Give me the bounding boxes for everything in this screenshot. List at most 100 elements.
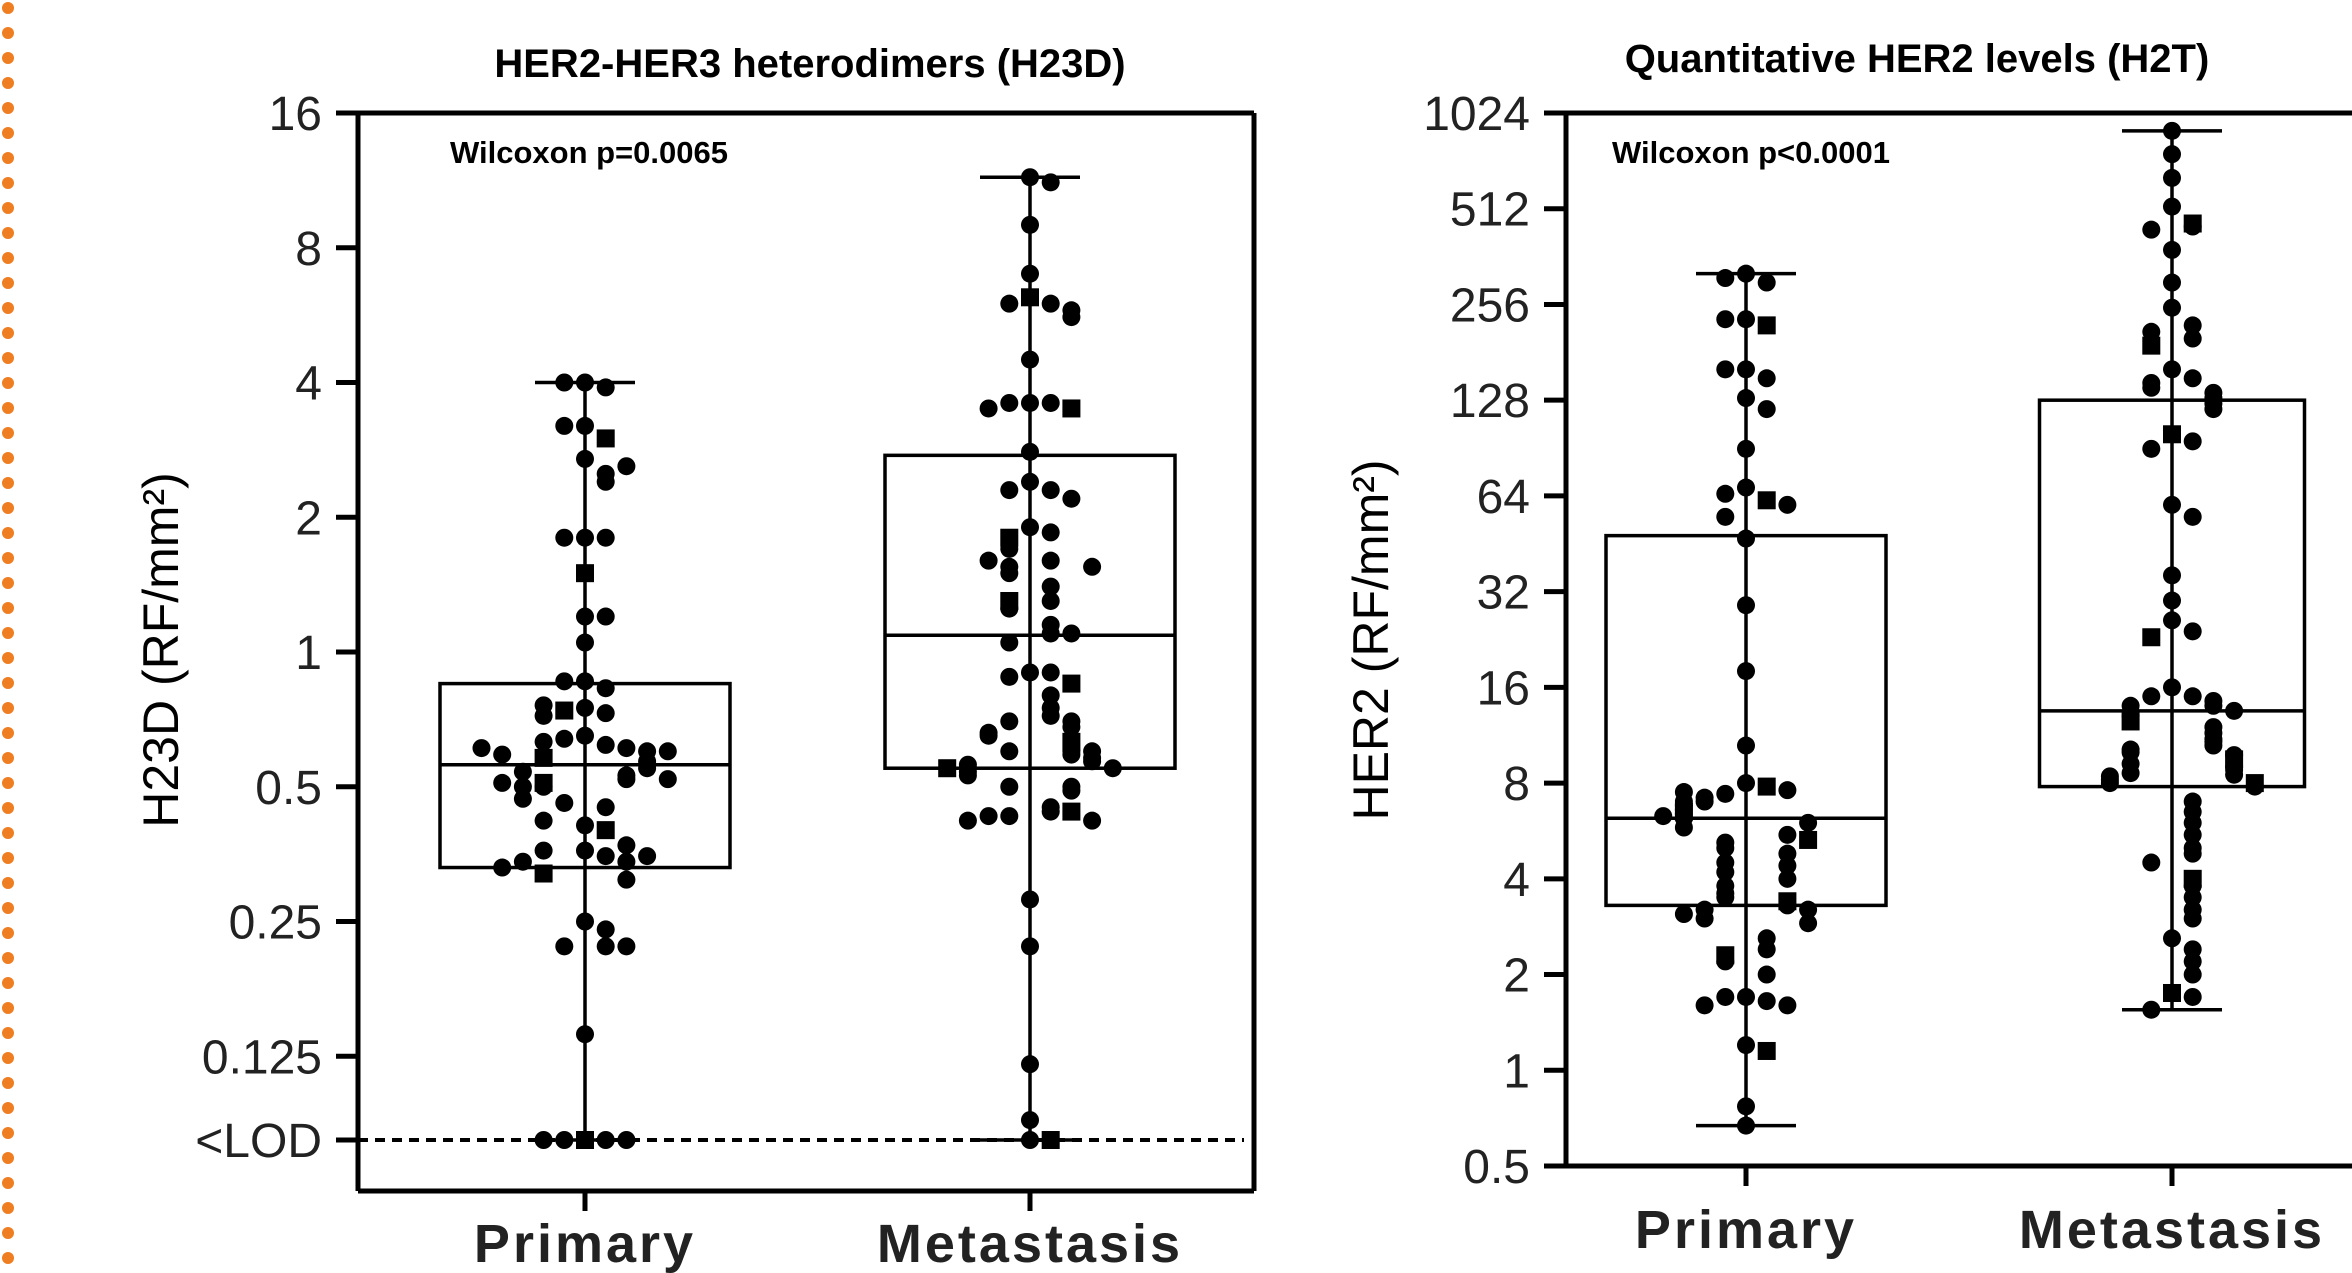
data-point [638,847,657,866]
data-point [2163,273,2181,292]
data-point [1716,507,1735,526]
data-point [1000,742,1019,761]
data-point [1000,633,1019,652]
data-point [1716,269,1735,288]
data-point [2142,439,2161,458]
data-point [596,735,615,754]
data-point [1757,369,1776,388]
border-dot [2,127,14,139]
data-point [534,706,553,725]
data-point [979,399,998,418]
data-point [2183,432,2202,451]
data-point [1674,818,1693,837]
data-point [1737,1036,1755,1055]
data-point [2142,853,2161,872]
data-point [1062,802,1081,821]
border-dot [2,952,14,964]
border-dot [2,1027,14,1039]
data-point [2163,678,2181,697]
data-point [2163,298,2181,317]
data-point [1000,667,1019,686]
data-point [938,759,957,778]
p-value-annotation: Wilcoxon p<0.0001 [1612,135,1890,170]
data-point [2183,622,2202,641]
data-point [1737,736,1755,755]
data-point [2142,628,2161,647]
data-point [1695,909,1714,928]
data-point [1000,481,1019,500]
data-point [555,793,574,812]
border-dot [2,52,14,64]
data-point [1041,802,1060,821]
data-point [1000,807,1019,826]
data-point [576,607,594,626]
data-point [1778,896,1797,915]
data-point [555,528,574,547]
data-point [658,742,677,761]
chart-h23d: HER2-HER3 heterodimers (H23D) Wilcoxon p… [133,42,1257,1273]
left-dotted-border [2,2,14,1264]
data-point [472,739,491,758]
data-point [1737,310,1755,329]
data-point [1716,888,1735,907]
data-point [1000,539,1019,558]
border-dot [2,877,14,889]
boxplots [358,175,1244,1142]
data-point [1000,599,1019,618]
data-point [638,759,657,778]
data-point [1757,400,1776,419]
data-point [2183,369,2202,388]
data-point [1000,393,1019,412]
border-dot [2,177,14,189]
data-point [1021,1111,1039,1130]
border-dot [2,827,14,839]
data-point [1716,839,1735,858]
data-point [576,912,594,931]
data-point [1062,399,1081,418]
data-point [2163,566,2181,585]
data-point [1062,717,1081,736]
data-point [958,811,977,830]
border-dot [2,252,14,264]
border-dot [2,302,14,314]
border-dot [2,652,14,664]
data-point [2183,952,2202,971]
border-dot [2,1227,14,1239]
data-point [2121,764,2140,783]
data-point [576,698,594,717]
data-point [1737,662,1755,681]
border-dot [2,627,14,639]
y-tick-label: 0.5 [255,762,322,815]
data-point [576,816,594,835]
y-tick-label: 1024 [1423,88,1530,141]
data-point [1041,686,1060,705]
data-point [513,852,532,871]
data-point [1778,996,1797,1015]
data-point [1654,807,1673,826]
data-point [1000,712,1019,731]
data-point [1041,624,1060,643]
border-dot [2,502,14,514]
border-dot [2,752,14,764]
data-point [576,373,594,392]
data-point [1737,1097,1755,1116]
border-dot [2,1077,14,1089]
data-point [1021,442,1039,461]
data-point [2183,965,2202,984]
y-tick-label: 128 [1450,375,1530,428]
border-dot [2,1152,14,1164]
border-dot [2,352,14,364]
data-point [534,748,553,767]
data-point [1757,1041,1776,1060]
data-point [2142,322,2161,341]
data-point [1737,478,1755,497]
chart-title: Quantitative HER2 levels (H2T) [1625,37,2210,81]
data-point [493,773,512,792]
data-point [534,841,553,860]
data-point [658,770,677,789]
data-point [2183,687,2202,706]
data-point [576,1131,594,1149]
data-point [596,937,615,956]
border-dot [2,702,14,714]
data-point [576,564,594,583]
